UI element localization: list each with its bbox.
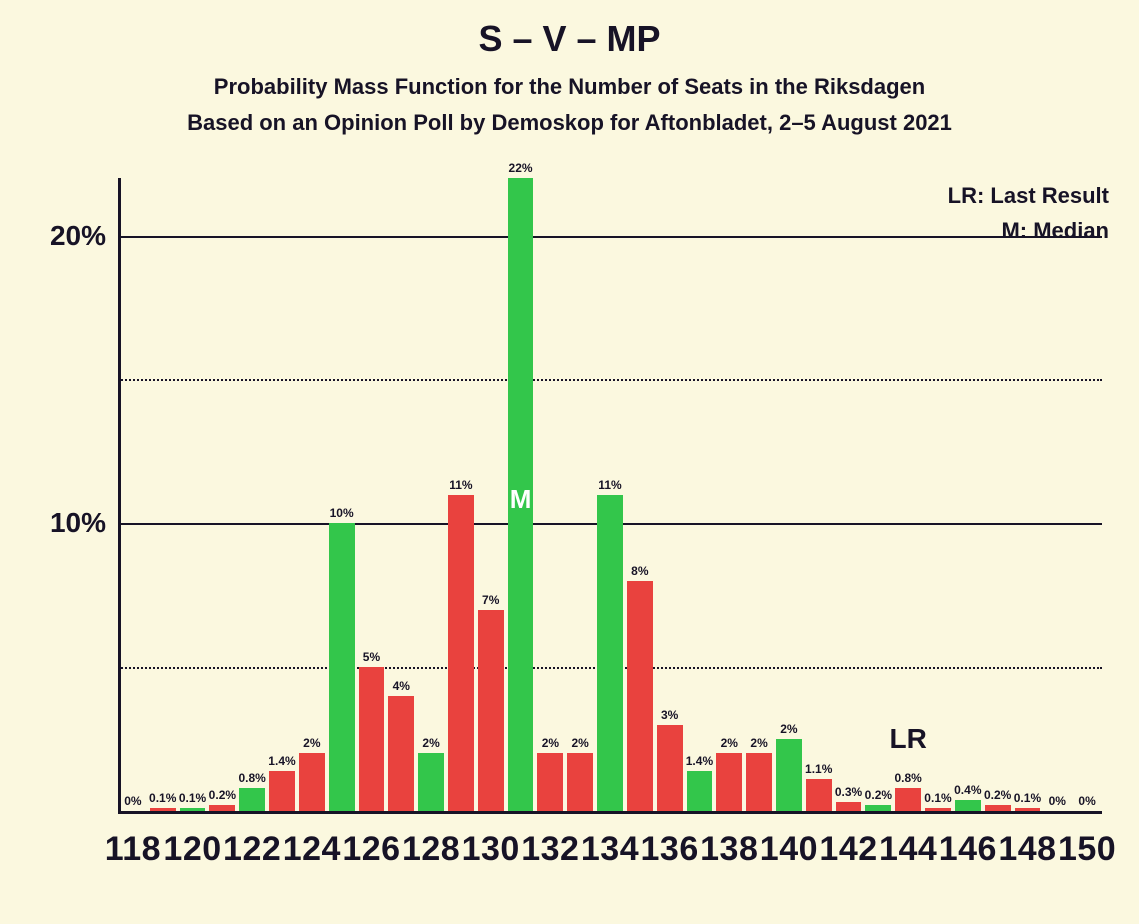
bar-value-label: 7% <box>482 593 499 610</box>
bar-red <box>806 779 832 811</box>
bar-value-label: 3% <box>661 708 678 725</box>
bar-value-label: 0.8% <box>894 771 921 788</box>
bar-red <box>895 788 921 811</box>
x-tick-label: 138 <box>700 830 758 869</box>
x-tick-label: 140 <box>760 830 818 869</box>
bar-green <box>687 771 713 811</box>
bar-red <box>657 725 683 811</box>
bar-green <box>180 808 206 811</box>
bar-value-label: 11% <box>449 478 472 495</box>
bar-value-label: 22% <box>509 161 533 178</box>
bar-green <box>776 739 802 811</box>
x-tick-label: 148 <box>998 830 1056 869</box>
bar-value-label: 11% <box>598 478 621 495</box>
x-tick-label: 144 <box>879 830 937 869</box>
bar-red <box>299 753 325 811</box>
bar-value-label: 0.1% <box>924 791 951 808</box>
bar-red <box>388 696 414 811</box>
bar-value-label: 0% <box>124 794 141 811</box>
copyright: © 2021 Filip van Laenen <box>1121 0 1139 924</box>
bar-value-label: 0.1% <box>179 791 206 808</box>
bar-value-label: 0.2% <box>865 788 892 805</box>
bar-value-label: 10% <box>330 506 354 523</box>
x-axis-labels: 1181201221241261281301321341361381401421… <box>118 824 1102 884</box>
bar-red <box>1015 808 1041 811</box>
bar-green <box>418 753 444 811</box>
bar-value-label: 0% <box>1049 794 1066 811</box>
chart-title: S – V – MP <box>0 0 1139 60</box>
bar-value-label: 2% <box>750 736 767 753</box>
bar-red <box>836 802 862 811</box>
median-marker: M <box>510 484 532 515</box>
bar-red <box>359 667 385 811</box>
last-result-marker: LR <box>890 723 927 755</box>
bar-red <box>716 753 742 811</box>
bar-value-label: 2% <box>780 722 797 739</box>
x-tick-label: 142 <box>819 830 877 869</box>
bar-value-label: 0.8% <box>238 771 265 788</box>
bar-value-label: 0.3% <box>835 785 862 802</box>
bar-green <box>239 788 265 811</box>
bar-green <box>329 523 355 811</box>
bar-green <box>865 805 891 811</box>
bar-value-label: 0% <box>1078 794 1095 811</box>
bar-value-label: 2% <box>422 736 439 753</box>
bar-red <box>448 495 474 812</box>
bar-value-label: 0.2% <box>209 788 236 805</box>
bar-value-label: 2% <box>542 736 559 753</box>
bar-value-label: 0.2% <box>984 788 1011 805</box>
bar-value-label: 1.4% <box>686 754 713 771</box>
bar-red <box>269 771 295 811</box>
bar-red <box>150 808 176 811</box>
bar-green <box>955 800 981 812</box>
bar-value-label: 1.1% <box>805 762 832 779</box>
bar-value-label: 0.1% <box>1014 791 1041 808</box>
x-tick-label: 120 <box>163 830 221 869</box>
bar-value-label: 8% <box>631 564 648 581</box>
y-tick-label: 20% <box>50 220 118 252</box>
bar-red <box>537 753 563 811</box>
bar-value-label: 5% <box>363 650 380 667</box>
x-tick-label: 146 <box>939 830 997 869</box>
x-tick-label: 150 <box>1058 830 1116 869</box>
bar-red <box>985 805 1011 811</box>
bar-value-label: 2% <box>303 736 320 753</box>
bar-green <box>597 495 623 812</box>
x-axis-line <box>118 811 1102 814</box>
x-tick-label: 136 <box>641 830 699 869</box>
x-tick-label: 132 <box>521 830 579 869</box>
bar-red <box>209 805 235 811</box>
x-tick-label: 126 <box>342 830 400 869</box>
bars-container: 0%0.1%0.1%0.2%0.8%1.4%2%10%5%4%2%11%7%22… <box>118 178 1102 811</box>
bar-red <box>478 610 504 811</box>
bar-red <box>567 753 593 811</box>
bar-value-label: 0.4% <box>954 783 981 800</box>
x-tick-label: 118 <box>105 830 161 869</box>
chart-subtitle-1: Probability Mass Function for the Number… <box>0 74 1139 100</box>
y-tick-label: 10% <box>50 507 118 539</box>
bar-value-label: 2% <box>721 736 738 753</box>
x-tick-label: 130 <box>462 830 520 869</box>
bar-value-label: 0.1% <box>149 791 176 808</box>
x-tick-label: 122 <box>223 830 281 869</box>
bar-red <box>627 581 653 811</box>
bar-value-label: 1.4% <box>268 754 295 771</box>
bar-value-label: 4% <box>393 679 410 696</box>
chart-subtitle-2: Based on an Opinion Poll by Demoskop for… <box>0 110 1139 136</box>
bar-value-label: 2% <box>572 736 589 753</box>
bar-red <box>925 808 951 811</box>
x-tick-label: 128 <box>402 830 460 869</box>
bar-red <box>746 753 772 811</box>
x-tick-label: 124 <box>283 830 341 869</box>
chart-plot-area: 10%20% 0%0.1%0.1%0.2%0.8%1.4%2%10%5%4%2%… <box>118 178 1102 814</box>
x-tick-label: 134 <box>581 830 639 869</box>
